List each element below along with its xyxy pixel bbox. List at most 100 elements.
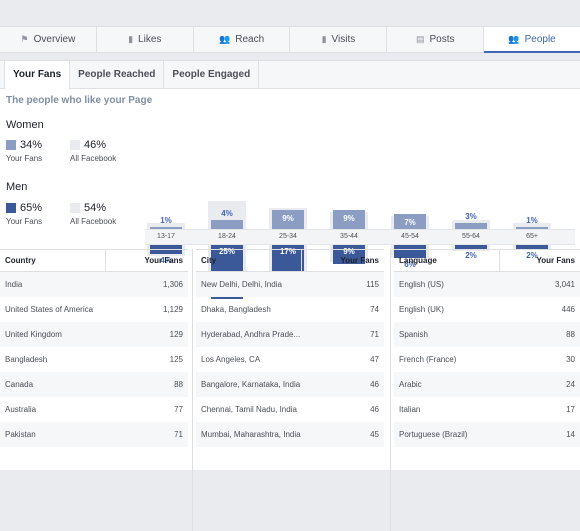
women-bar[interactable] — [211, 220, 243, 229]
insights-nav: ⚑ Overview ▮ Likes 👥 Reach ▮ Visits ▤ Posts 👥 Peopl… — [0, 26, 580, 53]
tab-likes[interactable]: ▮ Likes — [97, 27, 194, 52]
column-header-fans[interactable]: Your Fans — [144, 256, 183, 265]
men-pct-label: 2% — [465, 251, 477, 261]
table-divider — [192, 249, 193, 531]
tab-label: Posts — [429, 34, 455, 45]
men-bar[interactable] — [394, 245, 426, 258]
row-name: Italian — [399, 405, 421, 414]
row-fans-count: 46 — [370, 380, 379, 389]
men-pct-label: 2% — [526, 251, 538, 261]
all-facebook-swatch — [70, 140, 80, 150]
subtab-people-engaged[interactable]: People Engaged — [164, 61, 260, 88]
women-bar[interactable] — [516, 226, 548, 229]
column-header-name[interactable]: Country — [5, 256, 36, 265]
table-row: Dhaka, Bangladesh 74 — [196, 297, 384, 322]
column-header-fans[interactable]: Your Fans — [536, 256, 575, 265]
bar-chart-icon: ▮ — [321, 34, 327, 44]
men-pct-label: 4% — [160, 255, 172, 265]
subtab-your-fans[interactable]: Your Fans — [4, 61, 71, 89]
table-header: City Your Fans — [196, 250, 384, 272]
column-header-fans[interactable]: Your Fans — [340, 256, 379, 265]
posts-icon: ▤ — [415, 34, 425, 44]
table-country: Country Your Fans India 1,306 United States … — [0, 249, 188, 447]
column-header-name[interactable]: Language — [399, 256, 437, 265]
row-name: Bangladesh — [5, 355, 48, 364]
row-name: Arabic — [399, 380, 422, 389]
bar-chart-icon: ▮ — [128, 34, 134, 44]
men-fans-pct: 65% — [20, 202, 43, 214]
men-bar[interactable] — [455, 245, 487, 250]
tab-visits[interactable]: ▮ Visits — [290, 27, 388, 52]
women-pct-label: 1% — [526, 215, 538, 225]
women-bar[interactable] — [394, 213, 426, 229]
table-divider — [390, 249, 391, 531]
row-name: Los Angeles, CA — [201, 355, 261, 364]
women-bar[interactable] — [455, 222, 487, 229]
row-fans-count: 71 — [174, 430, 183, 439]
age-tick-label: 35-44 — [340, 233, 358, 240]
table-row: English (US) 3,041 — [394, 272, 580, 297]
age-tick-label: 65+ — [526, 233, 538, 240]
tab-overview[interactable]: ⚑ Overview — [0, 27, 97, 52]
men-pct-label: 6% — [404, 259, 416, 269]
flag-icon: ⚑ — [20, 34, 29, 44]
row-name: Pakistan — [5, 430, 36, 439]
people-subtabs: Your Fans People Reached People Engaged — [0, 61, 580, 89]
table-row: Pakistan 71 — [0, 422, 188, 447]
table-row: United Kingdom 129 — [0, 322, 188, 347]
men-fans-caption: Your Fans — [6, 217, 43, 226]
row-fans-count: 3,041 — [554, 280, 575, 289]
age-tick-label: 25-34 — [279, 233, 297, 240]
row-fans-count: 125 — [169, 355, 183, 364]
tab-posts[interactable]: ▤ Posts — [387, 27, 485, 52]
row-name: Spanish — [399, 330, 428, 339]
table-row: Spanish 88 — [394, 322, 580, 347]
men-all-caption: All Facebook — [70, 217, 117, 226]
table-row: Australia 77 — [0, 397, 188, 422]
age-gender-chart: 1% 4% 13-17 4% 25% 18-24 9% 17% 25-34 9% 9% 35-44 7%… — [130, 121, 580, 299]
women-bar[interactable] — [272, 209, 304, 229]
women-fans-stat: 34% — [6, 139, 42, 151]
men-swatch — [6, 203, 16, 213]
table-header: Country Your Fans — [0, 250, 188, 272]
women-bar[interactable] — [150, 226, 182, 229]
tab-people[interactable]: 👥 People — [484, 27, 580, 53]
subtab-people-reached[interactable]: People Reached — [70, 61, 165, 88]
women-fans-caption: Your Fans — [6, 154, 43, 163]
table-row: Mumbai, Maharashtra, India 45 — [196, 422, 384, 447]
header-divider — [105, 250, 106, 271]
women-pct-label: 9% — [282, 213, 294, 223]
age-tick-label: 55-64 — [462, 233, 480, 240]
men-pct-label: 9% — [343, 247, 355, 256]
tab-reach[interactable]: 👥 Reach — [194, 27, 291, 52]
women-pct-label: 3% — [465, 211, 477, 221]
women-bar[interactable] — [333, 209, 365, 229]
column-header-name[interactable]: City — [201, 256, 217, 265]
women-fans-pct: 34% — [20, 139, 43, 151]
row-fans-count: 45 — [370, 430, 379, 439]
women-pct-label: 9% — [343, 213, 355, 223]
people-panel: Your Fans People Reached People Engaged Th… — [0, 60, 580, 531]
table-row: Chennai, Tamil Nadu, India 46 — [196, 397, 384, 422]
row-name: Chennai, Tamil Nadu, India — [201, 405, 297, 414]
row-fans-count: 88 — [566, 330, 575, 339]
row-fans-count: 1,129 — [162, 305, 183, 314]
tab-label: Reach — [235, 34, 265, 45]
table-row: Canada 88 — [0, 372, 188, 397]
women-swatch — [6, 140, 16, 150]
all-facebook-swatch — [70, 203, 80, 213]
men-all-stat: 54% — [70, 202, 106, 214]
men-fans-stat: 65% — [6, 202, 42, 214]
header-divider — [301, 250, 302, 271]
row-fans-count: 47 — [370, 355, 379, 364]
women-all-pct: 46% — [84, 139, 107, 151]
row-name: Portuguese (Brazil) — [399, 430, 468, 439]
women-pct-label: 1% — [160, 215, 172, 225]
men-bar[interactable] — [516, 245, 548, 250]
men-label: Men — [6, 181, 28, 193]
row-name: Hyderabad, Andhra Prade... — [201, 330, 301, 339]
tab-label: Visits — [331, 34, 356, 45]
insights-frame: ⚑ Overview ▮ Likes 👥 Reach ▮ Visits ▤ Posts 👥 Peopl… — [0, 26, 580, 531]
women-all-stat: 46% — [70, 139, 106, 151]
row-name: Dhaka, Bangladesh — [201, 305, 271, 314]
